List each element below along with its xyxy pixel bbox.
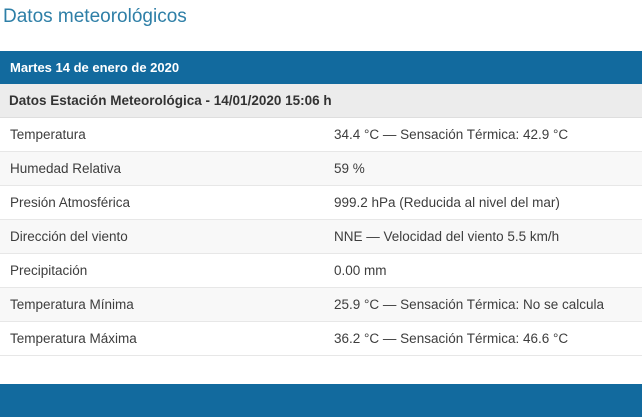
row-label: Temperatura Máxima <box>10 331 137 346</box>
row-value: 34.4 °C — Sensación Térmica: 42.9 °C <box>334 127 569 142</box>
row-value: 59 % <box>334 161 365 176</box>
date-section-label: Martes 14 de enero de 2020 <box>10 60 180 75</box>
row-label: Temperatura <box>10 127 86 142</box>
next-date-section-header[interactable] <box>0 384 642 417</box>
row-label: Presión Atmosférica <box>10 195 131 210</box>
station-data-header: Datos Estación Meteorológica - 14/01/202… <box>0 84 642 118</box>
station-data-label: Datos Estación Meteorológica - 14/01/202… <box>9 93 332 108</box>
table-row: Temperatura 34.4 °C — Sensación Térmica:… <box>0 118 642 152</box>
row-value: 0.00 mm <box>334 263 387 278</box>
spacer <box>0 356 642 384</box>
table-row: Presión Atmosférica 999.2 hPa (Reducida … <box>0 186 642 220</box>
row-label: Precipitación <box>10 263 88 278</box>
table-row: Precipitación 0.00 mm <box>0 254 642 288</box>
page-title: Datos meteorológicos <box>3 6 187 27</box>
row-label: Humedad Relativa <box>10 161 122 176</box>
table-row: Dirección del viento NNE — Velocidad del… <box>0 220 642 254</box>
table-row: Temperatura Mínima 25.9 °C — Sensación T… <box>0 288 642 322</box>
row-value: 36.2 °C — Sensación Térmica: 46.6 °C <box>334 331 569 346</box>
weather-data-table: Temperatura 34.4 °C — Sensación Térmica:… <box>0 118 642 356</box>
row-value: 999.2 hPa (Reducida al nivel del mar) <box>334 195 560 210</box>
row-label: Temperatura Mínima <box>10 297 134 312</box>
row-value: NNE — Velocidad del viento 5.5 km/h <box>334 229 560 244</box>
table-row: Temperatura Máxima 36.2 °C — Sensación T… <box>0 322 642 356</box>
table-row: Humedad Relativa 59 % <box>0 152 642 186</box>
row-value: 25.9 °C — Sensación Térmica: No se calcu… <box>334 297 605 312</box>
row-label: Dirección del viento <box>10 229 128 244</box>
date-section-header[interactable]: Martes 14 de enero de 2020 <box>0 51 642 84</box>
